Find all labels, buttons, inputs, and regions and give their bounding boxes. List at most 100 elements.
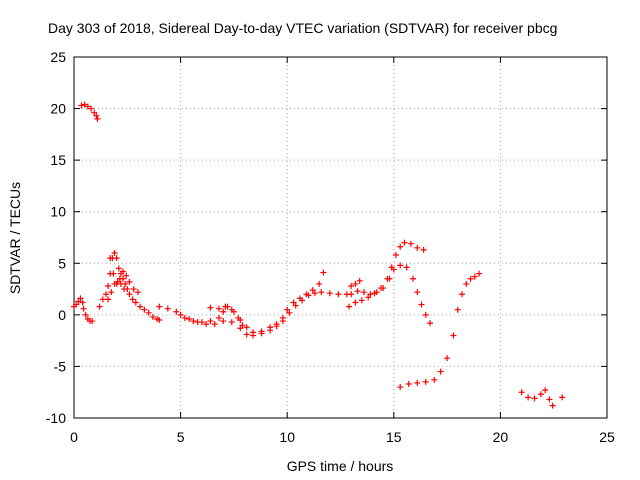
data-point: [123, 272, 130, 279]
data-point: [305, 292, 312, 299]
data-point: [531, 395, 538, 402]
data-point: [120, 268, 127, 275]
data-point: [173, 308, 180, 315]
data-point: [267, 327, 274, 334]
data-point: [75, 298, 82, 305]
x-tick-label: 0: [70, 429, 78, 445]
data-point: [537, 391, 544, 398]
data-point: [79, 299, 86, 306]
data-point: [207, 318, 214, 325]
data-point: [380, 285, 387, 292]
data-point: [115, 265, 122, 272]
data-point: [80, 305, 87, 312]
data-point: [352, 280, 359, 287]
data-point: [549, 402, 556, 409]
data-point: [89, 318, 96, 325]
data-point: [414, 379, 421, 386]
data-point: [309, 287, 316, 294]
data-point: [365, 294, 372, 301]
data-point: [397, 384, 404, 391]
data-point: [401, 239, 408, 246]
data-point: [93, 112, 100, 119]
data-point: [235, 314, 242, 321]
data-point: [134, 289, 141, 296]
series-seg-i: [346, 239, 427, 310]
data-point: [126, 278, 133, 285]
data-point: [239, 322, 246, 329]
data-point: [386, 275, 393, 282]
data-point: [215, 305, 222, 312]
data-point: [258, 330, 265, 337]
data-point: [102, 291, 109, 298]
data-point: [348, 291, 355, 298]
data-point: [290, 299, 297, 306]
data-point: [463, 280, 470, 287]
y-tick-label: 20: [50, 101, 66, 117]
series-seg-l: [397, 270, 483, 391]
data-point: [397, 243, 404, 250]
data-point: [91, 109, 98, 116]
x-tick-label: 15: [386, 429, 402, 445]
data-point: [407, 240, 414, 247]
data-point: [403, 264, 410, 271]
data-point: [222, 303, 229, 310]
data-point: [431, 376, 438, 383]
data-point: [284, 306, 291, 313]
y-axis-label: SDTVAR / TECUs: [7, 182, 23, 294]
y-tick-label: 15: [50, 152, 66, 168]
data-point: [348, 282, 355, 289]
data-point: [444, 355, 451, 362]
data-point: [113, 255, 120, 262]
axis-ticks: 0 5 10 15 20 25 -10 -5 0 5 10 15 20 25: [46, 49, 615, 445]
series-seg-m: [518, 387, 556, 409]
data-point: [273, 323, 280, 330]
data-point: [145, 309, 152, 316]
data-point: [126, 291, 133, 298]
data-point: [542, 387, 549, 394]
data-point: [418, 301, 425, 308]
data-point: [311, 290, 318, 297]
data-point: [110, 270, 117, 277]
series-seg-h: [207, 303, 246, 329]
data-point: [117, 280, 124, 287]
series-seg-f: [156, 269, 327, 336]
series-seg-b: [71, 295, 96, 325]
series-seg-k: [348, 277, 363, 289]
data-point: [186, 315, 193, 322]
data-point: [459, 291, 466, 298]
data-point: [132, 299, 139, 306]
data-point: [121, 286, 128, 293]
data-point: [137, 303, 144, 310]
data-point: [203, 321, 210, 328]
data-point: [228, 306, 235, 313]
data-point: [156, 317, 163, 324]
data-point: [354, 288, 361, 295]
data-point: [190, 318, 197, 325]
series-seg-d: [107, 255, 141, 296]
data-point: [352, 299, 359, 306]
data-point: [518, 389, 525, 396]
data-point: [427, 320, 434, 327]
data-point: [105, 282, 112, 289]
data-point: [346, 303, 353, 310]
data-point: [409, 275, 416, 282]
data-point: [476, 270, 483, 277]
data-point: [194, 319, 201, 326]
data-point: [156, 303, 163, 310]
data-point: [422, 311, 429, 318]
data-point: [84, 103, 91, 110]
data-point: [525, 394, 532, 401]
data-point: [292, 302, 299, 309]
y-tick-label: 0: [58, 307, 66, 323]
data-point: [96, 303, 103, 310]
data-point: [335, 291, 342, 298]
data-point: [356, 277, 363, 284]
data-point: [467, 275, 474, 282]
data-point: [181, 314, 188, 321]
data-point: [316, 280, 323, 287]
data-point: [299, 297, 306, 304]
chart-title: Day 303 of 2018, Sidereal Day-to-day VTE…: [48, 20, 557, 36]
data-point: [88, 105, 95, 112]
data-point: [358, 297, 365, 304]
